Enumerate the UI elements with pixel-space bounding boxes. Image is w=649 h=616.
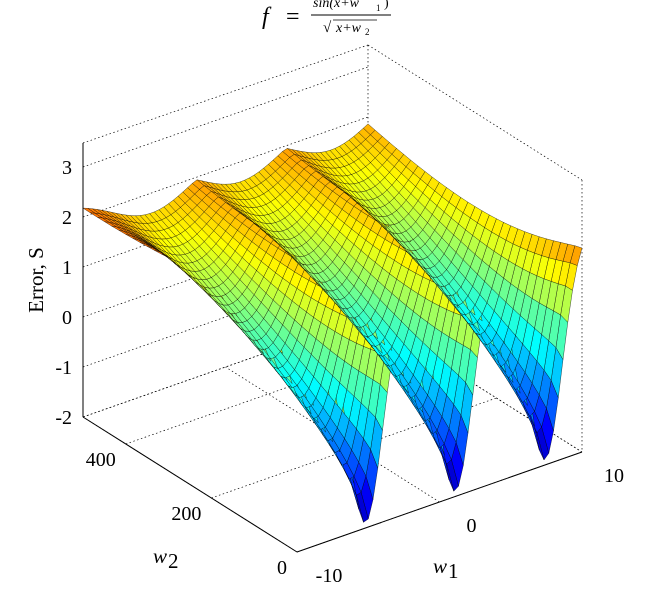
y-axis-label: w 2 [153,544,179,573]
x-axis-label: w 1 [433,554,459,583]
surface-patch [82,207,96,214]
svg-text:): ) [384,0,389,11]
svg-text:√: √ [323,20,332,36]
z-axis-label: Error, S [24,247,48,313]
y-tick-label: 400 [86,449,116,471]
title-denominator: √ x+w 2 [323,19,377,37]
z-tick-label: -1 [55,357,72,379]
svg-text:x+w: x+w [335,21,362,36]
svg-text:w: w [153,544,167,568]
title-numerator: sin(x+w 1 ) [313,0,389,13]
svg-text:sin(x+w: sin(x+w [313,0,360,11]
z-tick-label: 3 [62,157,72,179]
z-tick-label: 0 [62,307,72,329]
svg-text:2: 2 [168,549,179,573]
x-tick-label: 10 [604,465,624,487]
svg-text:f: f [262,4,272,30]
error-surface [82,123,583,523]
x-tick-label: -10 [316,565,343,587]
svg-text:1: 1 [448,559,459,583]
svg-text:2: 2 [365,27,370,37]
svg-text:Error, S: Error, S [24,247,48,313]
svg-text:1: 1 [376,3,381,13]
svg-text:w: w [433,554,447,578]
z-tick-label: 1 [62,257,72,279]
x-tick-label: 0 [467,515,477,537]
z-tick-label: -2 [55,407,72,429]
chart-title: f = sin(x+w 1 ) √ x+w 2 [262,0,391,37]
y-tick-label: 200 [171,503,201,525]
y-tick-label: 0 [277,557,287,579]
svg-text:=: = [286,4,300,30]
z-tick-label: 2 [62,207,72,229]
